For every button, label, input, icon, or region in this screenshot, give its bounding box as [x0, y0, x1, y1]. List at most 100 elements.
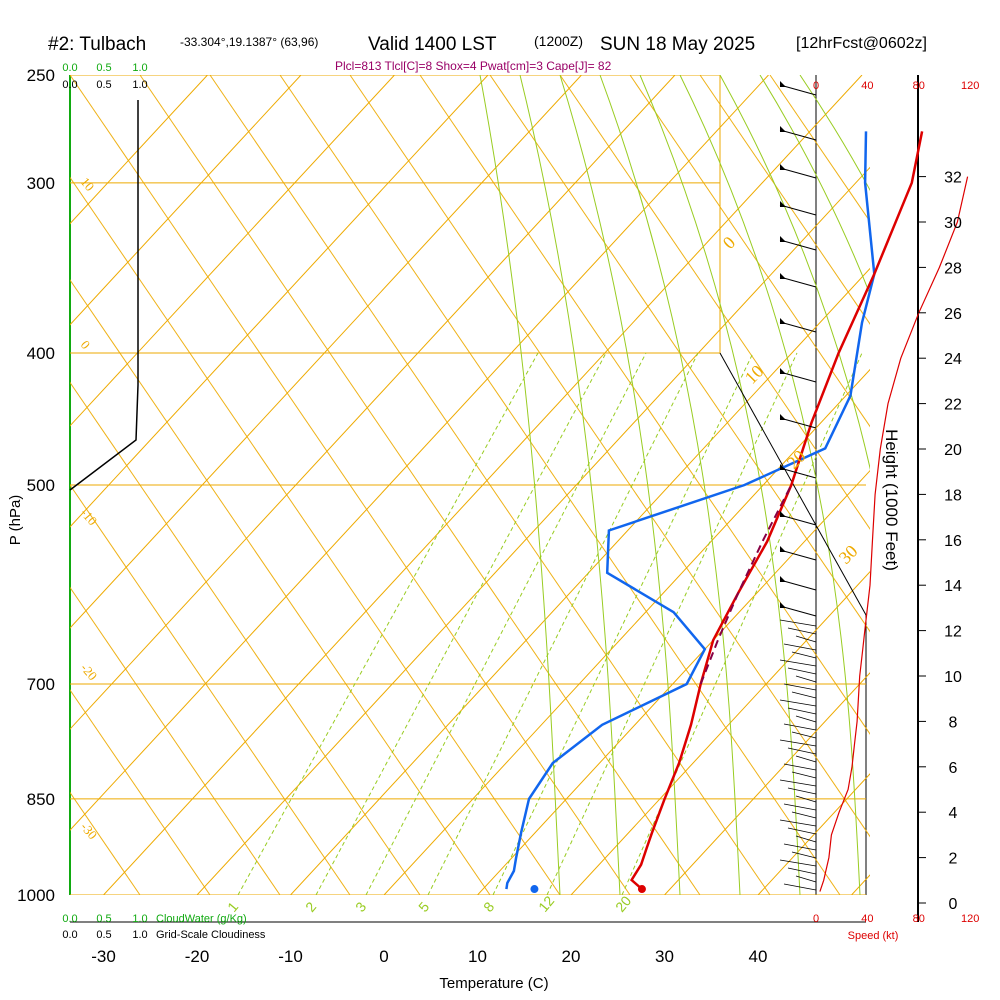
height-tick-label: 32: [944, 170, 962, 187]
height-tick-label: 18: [944, 487, 962, 504]
valid-time: Valid 1400 LST: [368, 34, 497, 55]
height-tick-label: 12: [944, 624, 962, 641]
wind-barb: [783, 803, 817, 811]
cloudwater-tick-top: 1.0: [132, 62, 147, 74]
cloudiness-tick-bottom: 0.0: [62, 929, 77, 941]
mixing-ratio-line: [427, 352, 699, 895]
wind-barb: [779, 167, 817, 179]
surface-dewpoint-dot: [530, 885, 539, 894]
wind-barb: [795, 835, 817, 843]
dry-adiabat-line: [629, 75, 870, 428]
parcel-line: [699, 484, 793, 685]
speed-tick-label-bottom: 120: [961, 913, 979, 925]
wind-barb-flag: [780, 576, 786, 582]
wind-barb-flag: [780, 201, 786, 207]
speed-axis-label: Speed (kt): [848, 930, 899, 942]
mixing-ratio-label: 20: [612, 893, 634, 915]
mixing-ratio-label: 8: [480, 899, 497, 915]
mixing-ratio-line: [365, 352, 647, 895]
wind-barb: [791, 851, 817, 859]
cloudwater-tick-bottom: 0.0: [62, 913, 77, 925]
wind-barb: [795, 675, 817, 683]
chart-marks: [69, 81, 969, 894]
forecast-label: [12hrFcst@0602z]: [796, 35, 927, 52]
wind-barb: [779, 371, 817, 383]
grid-clip-group: [70, 75, 870, 895]
wind-barb: [783, 763, 817, 771]
height-tick-label: 24: [944, 351, 962, 368]
cloudiness-tick-bottom: 0.5: [96, 929, 111, 941]
dry-adiabat-line: [559, 75, 870, 530]
wind-barb-flag: [780, 511, 786, 517]
pressure-tick-label: 500: [27, 476, 55, 495]
dry-adiabat-line: [699, 75, 870, 325]
wind-barb-flag: [780, 236, 786, 242]
wind-barb: [787, 667, 817, 675]
moist-adiabat-line: [679, 75, 861, 895]
mixing-ratio-line: [492, 352, 754, 895]
mixing-ratio-line: [237, 352, 539, 895]
moist-adiabat-line: [599, 75, 741, 895]
station-title: #2: Tulbach: [48, 34, 146, 55]
isotherm-line: [70, 75, 395, 427]
wind-barb: [779, 549, 817, 561]
isotherm-line: [70, 75, 676, 730]
wind-barb: [779, 739, 817, 747]
cloudiness-tick-top: 0.0: [62, 79, 77, 91]
temp-tick-label: -10: [278, 947, 303, 966]
wind-barb: [779, 129, 817, 141]
cloudiness-tick-top: 0.5: [96, 79, 111, 91]
wind-barb: [779, 276, 817, 288]
wind-barb-flag: [780, 464, 786, 470]
wind-barb: [779, 514, 817, 526]
height-tick-label: 30: [944, 215, 962, 232]
wind-barb: [787, 707, 817, 715]
dry-adiabat-line: [419, 75, 870, 735]
wind-barb: [783, 643, 817, 651]
dry-adiabat-line: [489, 75, 870, 633]
speed-tick-label-top: 0: [813, 80, 819, 92]
dry-adiabat-line: [279, 75, 841, 895]
wind-barb: [787, 787, 817, 795]
wind-barb-flag: [780, 318, 786, 324]
isotherm-line: [664, 672, 870, 895]
cloudwater-label: CloudWater (g/Kg): [156, 913, 247, 925]
moist-adiabat-line: [639, 75, 801, 895]
wind-barb: [779, 859, 817, 867]
indices-label: Plcl=813 Tlcl[C]=8 Shox=4 Pwat[cm]=3 Cap…: [335, 59, 612, 73]
cloudiness-line: [69, 100, 139, 491]
wind-barb: [779, 619, 817, 627]
pressure-tick-label: 700: [27, 675, 55, 694]
moist-adiabat-line: [519, 75, 621, 895]
wind-barb: [779, 84, 817, 96]
isotherm-label: 0: [719, 232, 740, 253]
wind-barb-flag: [780, 126, 786, 132]
isotherm-label: 0: [78, 337, 94, 352]
wind-barb: [783, 843, 817, 851]
temp-tick-label: 40: [749, 947, 768, 966]
isotherm-line: [70, 75, 489, 528]
height-tick-label: 10: [944, 669, 962, 686]
zulu-time: (1200Z): [534, 33, 583, 49]
height-tick-label: 14: [944, 578, 962, 595]
temperature-line: [629, 131, 924, 891]
height-tick-label: 8: [949, 714, 958, 731]
mixing-ratio-label: 3: [352, 899, 369, 915]
wind-barb: [779, 579, 817, 591]
dry-adiabat-line: [70, 381, 421, 895]
height-tick-label: 22: [944, 397, 962, 414]
pressure-tick-label: 1000: [17, 886, 55, 905]
moist-adiabat-line: [479, 75, 561, 895]
height-tick-label: 6: [949, 760, 958, 777]
isotherm-line: [570, 571, 870, 895]
cloudiness-label: Grid-Scale Cloudiness: [156, 929, 266, 941]
wind-barb: [795, 795, 817, 803]
wind-barb-flag: [780, 164, 786, 170]
isotherm-line: [290, 267, 870, 895]
isotherm-label: -30: [78, 819, 101, 842]
wind-barb: [779, 779, 817, 787]
wind-barb: [787, 747, 817, 755]
dry-adiabat-line: [139, 75, 701, 895]
wind-barb: [795, 715, 817, 723]
dry-adiabat-line: [349, 75, 870, 838]
